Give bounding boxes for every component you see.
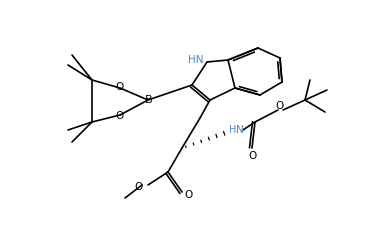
Text: O: O: [249, 151, 257, 161]
Text: HN: HN: [189, 55, 204, 65]
Text: H: H: [229, 125, 237, 135]
Text: O: O: [116, 111, 124, 121]
Text: O: O: [135, 182, 143, 192]
Text: O: O: [276, 101, 284, 111]
Text: O: O: [116, 82, 124, 92]
Text: O: O: [185, 190, 193, 200]
Text: N: N: [236, 125, 244, 135]
Text: B: B: [145, 95, 153, 105]
